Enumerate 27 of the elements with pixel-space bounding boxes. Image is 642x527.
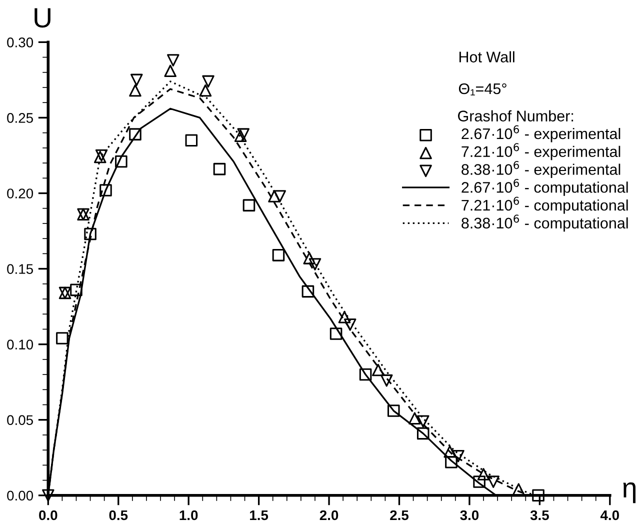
y-tick-label: 0.05 <box>7 415 33 426</box>
x-tick-label: 2.5 <box>390 510 409 520</box>
legend-label: 7.21·10$^{6}$ - computational <box>462 196 628 214</box>
x-tick-label: 0.5 <box>109 510 128 520</box>
annotation: Hot Wall <box>459 51 514 62</box>
x-tick-label: 3.5 <box>530 510 549 520</box>
y-tick-label: 0.30 <box>7 37 34 48</box>
annotation: Θ₁=45° <box>458 83 506 96</box>
legend-label: 7.21·10$^{6}$ - experimental <box>462 143 620 160</box>
x-tick-label: 4.0 <box>600 510 619 520</box>
legend-label: 8.38·10$^{6}$ - computational <box>462 214 628 232</box>
y-axis-title: U <box>34 8 50 28</box>
x-tick-label: 3.0 <box>460 510 479 520</box>
legend-label: 2.67·10$^{6}$ - computational <box>462 178 628 196</box>
y-tick-label: 0.20 <box>7 188 34 198</box>
y-tick-label: 0.15 <box>7 264 33 274</box>
legend-title: Grashof Number: <box>458 110 574 122</box>
x-tick-label: 1.5 <box>250 510 268 520</box>
y-tick-label: 0.10 <box>7 340 34 350</box>
y-tick-label: 0.25 <box>7 113 33 123</box>
x-tick-label: 0.0 <box>39 510 58 520</box>
x-tick-label: 1.0 <box>180 510 198 520</box>
x-axis-title: η <box>623 482 636 504</box>
y-tick-label: 0.00 <box>7 490 34 501</box>
x-tick-label: 2.0 <box>320 510 338 520</box>
legend-label: 8.38·10$^{6}$ - experimental <box>462 161 620 178</box>
legend-label: 2.67·10$^{6}$ - experimental <box>462 125 620 142</box>
